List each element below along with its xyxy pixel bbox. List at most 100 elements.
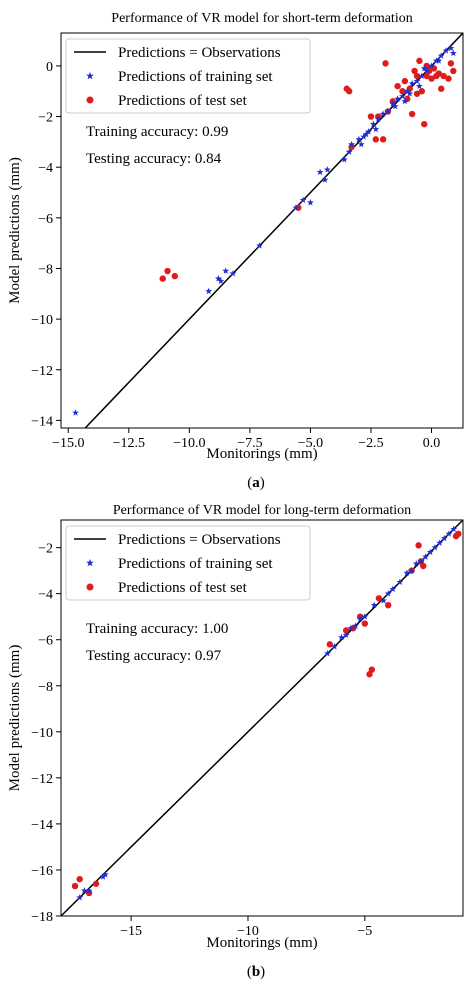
training-point: [391, 102, 399, 110]
legend-circle-swatch: [86, 583, 94, 591]
caption-paren-close: ): [260, 964, 265, 980]
training-point: [389, 100, 397, 107]
test-point: [428, 75, 435, 82]
panel-caption: (b): [247, 964, 265, 980]
training-point: [229, 269, 237, 277]
training-point: [345, 148, 353, 155]
y-tick-label: 0: [46, 60, 53, 75]
legend-label: Predictions of test set: [118, 580, 248, 596]
training-point: [379, 110, 387, 117]
identity-line: [61, 520, 463, 916]
training-point: [361, 613, 369, 620]
training-point: [408, 567, 416, 574]
caption-paren-close: ): [260, 475, 265, 491]
identity-line: [84, 33, 463, 428]
training-point: [360, 133, 368, 140]
x-tick-label: −2.5: [358, 436, 383, 451]
plot-area: [61, 520, 463, 916]
training-point: [307, 199, 314, 206]
training-point: [426, 548, 434, 556]
training-point: [292, 204, 300, 211]
training-point: [440, 534, 448, 542]
training-point: [450, 525, 458, 533]
training-point: [372, 125, 380, 133]
test-point: [342, 627, 350, 634]
y-tick-label: −12: [31, 364, 53, 379]
test-point: [394, 82, 401, 90]
axes-frame: [60, 32, 464, 429]
legend-star-swatch: [86, 559, 94, 567]
test-point: [413, 72, 421, 80]
test-point: [367, 113, 375, 120]
training-point: [342, 631, 350, 639]
training-point: [214, 275, 222, 282]
legend-label: Predictions of test set: [118, 93, 248, 109]
training-point: [72, 409, 79, 416]
caption-letter: b: [252, 964, 260, 980]
training-point: [401, 97, 409, 105]
axes-frame: [60, 519, 464, 917]
y-tick-label: −2: [38, 111, 53, 126]
accuracy-annotation: Training accuracy: 1.00: [86, 621, 228, 637]
training-point: [436, 539, 444, 546]
legend-label: Predictions = Observations: [118, 45, 281, 61]
test-point: [372, 136, 380, 143]
legend-box: [65, 525, 311, 601]
training-point: [437, 52, 445, 59]
legend: Predictions = Observations Predictions of…: [65, 525, 311, 601]
training-point: [331, 643, 338, 650]
test-point: [361, 620, 369, 627]
chart-title: Performance of VR model for long-term de…: [113, 503, 411, 518]
test-point: [445, 75, 452, 82]
test-point: [440, 72, 447, 80]
training-point: [76, 893, 84, 901]
caption-paren-open: (: [247, 475, 252, 491]
training-point: [355, 135, 363, 143]
test-point: [399, 88, 406, 95]
test-point: [375, 595, 383, 602]
y-tick-label: −10: [31, 313, 53, 328]
x-tick-label: −5.0: [298, 436, 323, 451]
legend-circle-swatch: [86, 96, 94, 104]
test-point: [159, 275, 166, 282]
training-point: [370, 601, 378, 609]
test-point: [423, 72, 430, 80]
training-point: [442, 47, 450, 54]
test-point: [76, 875, 83, 883]
x-tick-label: −10.0: [173, 436, 205, 451]
training-point: [403, 87, 411, 95]
x-tick-label: −10: [237, 924, 259, 939]
x-tick-label: −15.0: [52, 436, 84, 451]
training-point: [423, 67, 431, 74]
training-point: [222, 267, 230, 274]
training-point: [380, 596, 387, 604]
y-tick-label: −8: [38, 262, 53, 277]
test-point: [326, 641, 333, 648]
test-point: [450, 67, 457, 75]
legend-box: [65, 38, 311, 114]
y-tick-label: −16: [31, 864, 53, 879]
training-point: [101, 870, 109, 878]
training-point: [403, 569, 411, 576]
training-point: [399, 92, 406, 100]
test-point: [408, 110, 416, 118]
caption-paren-open: (: [247, 964, 252, 980]
training-point: [324, 649, 331, 657]
test-point: [411, 67, 418, 75]
test-point: [171, 272, 179, 280]
test-point: [438, 85, 445, 92]
test-point: [345, 88, 353, 95]
y-tick-label: −12: [31, 772, 53, 787]
training-point: [422, 553, 430, 560]
legend-label: Predictions of training set: [118, 69, 273, 85]
training-point: [205, 287, 213, 295]
y-tick-label: −6: [38, 212, 53, 227]
test-point: [379, 136, 387, 143]
chart-panel-b: Performance of VR model for long-term de…: [7, 503, 464, 980]
training-point: [435, 57, 443, 64]
training-point: [428, 62, 435, 69]
legend: Predictions = Observations Predictions of…: [65, 38, 311, 114]
training-point: [347, 624, 355, 632]
training-point: [99, 873, 107, 880]
y-tick-label: −18: [31, 910, 53, 925]
